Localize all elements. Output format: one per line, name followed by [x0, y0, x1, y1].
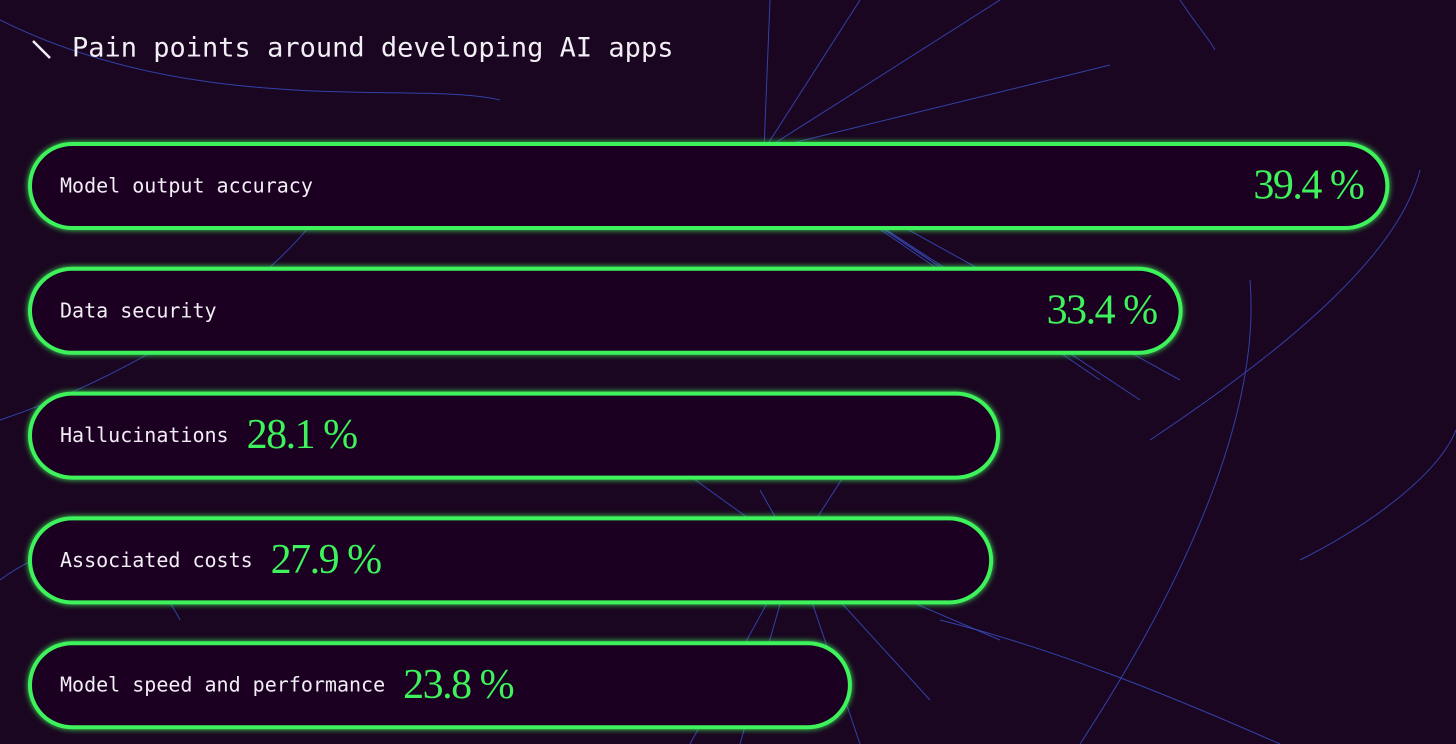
value-label: 27.9 % [271, 537, 382, 583]
title-icon [32, 40, 51, 59]
bar [28, 142, 1390, 230]
bars: Model output accuracy 39.4 % Data security… [28, 142, 1390, 730]
category-label: Model output accuracy [60, 174, 313, 198]
value-label: 23.8 % [403, 662, 514, 708]
bar [28, 641, 852, 730]
chart-title: Pain points around developing AI apps [72, 33, 673, 64]
bar [28, 266, 1183, 355]
value-label: 28.1 % [247, 412, 358, 458]
bar [28, 516, 994, 605]
value-label: 33.4 % [1047, 287, 1158, 333]
value-label: 39.4 % [1253, 163, 1364, 209]
category-label: Data security [60, 298, 217, 322]
category-label: Hallucinations [60, 423, 229, 447]
bar [28, 391, 1001, 480]
category-label: Model speed and performance [60, 673, 385, 697]
category-label: Associated costs [60, 548, 253, 572]
